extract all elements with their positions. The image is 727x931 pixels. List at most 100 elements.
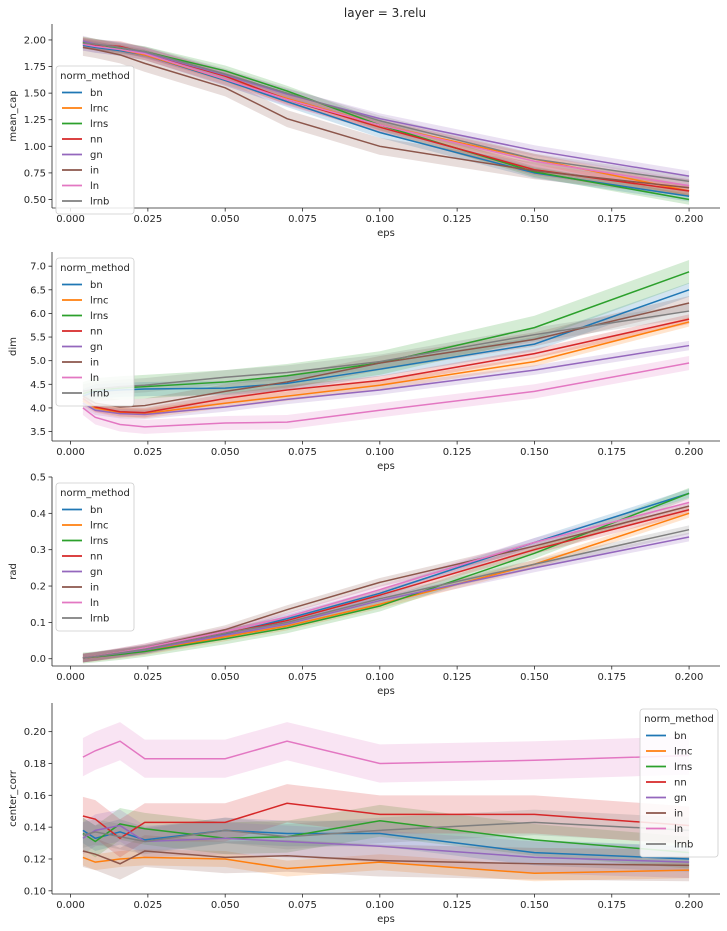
legend-label-ln: ln <box>90 373 99 384</box>
legend-title: norm_method <box>60 263 130 274</box>
legend-label-lrns: lrns <box>90 311 108 322</box>
y-tick-label: 0.2 <box>30 582 46 593</box>
x-tick-label: 0.175 <box>597 447 626 458</box>
y-tick-label: 0.50 <box>24 195 46 206</box>
panel-rad: 0.000 0.025 0.050 0.075 0.100 0.125 0.150 0.175… <box>8 473 720 697</box>
y-tick-label: 0.20 <box>24 727 46 738</box>
band-mean-cap-lrnb <box>82 37 690 187</box>
x-tick-label: 0.075 <box>288 900 317 911</box>
line-center-corr-nn <box>82 802 690 840</box>
x-tick-label: 0.150 <box>520 214 549 225</box>
panel-center-corr: 0.000 0.025 0.050 0.075 0.100 0.125 0.150 0.175… <box>8 703 720 925</box>
x-tick-label: 0.150 <box>520 672 549 683</box>
x-axis-label: eps <box>377 461 395 472</box>
y-axis-label: mean_cap <box>8 90 19 141</box>
x-tick-label: 0.075 <box>288 214 317 225</box>
x-tick-label: 0.125 <box>443 672 472 683</box>
legend-label-lrnb: lrnb <box>90 389 109 400</box>
legend-label-gn: gn <box>90 567 103 578</box>
x-tick-label: 0.025 <box>134 214 163 225</box>
legend-label-lrnb: lrnb <box>90 614 109 625</box>
band-dim-bn <box>82 282 690 404</box>
x-tick-label: 0.200 <box>675 900 704 911</box>
x-tick-label: 0.150 <box>520 900 549 911</box>
x-tick-label: 0.125 <box>443 447 472 458</box>
y-tick-label: 0.10 <box>24 886 46 897</box>
band-center-corr-lrnb <box>82 809 690 855</box>
line-mean-cap-bn <box>82 44 690 198</box>
y-tick-label: 0.0 <box>30 654 46 665</box>
line-dim-nn <box>82 318 690 414</box>
band-center-corr-in <box>82 835 690 882</box>
x-tick-label: 0.050 <box>211 214 240 225</box>
legend-label-bn: bn <box>90 280 103 291</box>
line-mean-cap-in <box>82 46 690 189</box>
x-tick-label: 0.050 <box>211 672 240 683</box>
x-tick-label: 0.075 <box>288 447 317 458</box>
x-tick-label: 0.125 <box>443 214 472 225</box>
y-tick-label: 0.18 <box>24 759 46 770</box>
line-center-corr-lrnb <box>82 821 690 843</box>
y-tick-label: 0.3 <box>30 545 46 556</box>
y-tick-label: 0.4 <box>30 509 46 520</box>
panel-dim: 0.000 0.025 0.050 0.075 0.100 0.125 0.150 0.175… <box>8 252 720 472</box>
x-tick-label: 0.025 <box>134 900 163 911</box>
x-tick-label: 0.000 <box>56 447 85 458</box>
x-tick-label: 0.200 <box>675 447 704 458</box>
x-tick-label: 0.075 <box>288 672 317 683</box>
legend-label-ln: ln <box>90 181 99 192</box>
legend-label-nn: nn <box>90 552 103 563</box>
y-tick-label: 0.12 <box>24 854 46 865</box>
y-tick-label: 0.16 <box>24 791 46 802</box>
band-rad-ln <box>82 498 690 663</box>
legend-box <box>55 482 135 632</box>
x-tick-label: 0.050 <box>211 900 240 911</box>
x-tick-label: 0.025 <box>134 447 163 458</box>
legend-title: norm_method <box>60 71 130 82</box>
line-center-corr-in <box>82 850 690 867</box>
legend-label-in: in <box>674 809 683 820</box>
band-mean-cap-lrnc <box>82 36 690 197</box>
legend-label-lrnc: lrnc <box>90 104 109 115</box>
legend-label-lrnb: lrnb <box>90 197 109 208</box>
y-tick-label: 0.75 <box>24 168 46 179</box>
band-dim-lrns <box>82 260 690 406</box>
line-center-corr-lrnc <box>82 856 690 875</box>
x-tick-label: 0.025 <box>134 672 163 683</box>
y-axis-label: dim <box>8 337 19 356</box>
y-tick-label: 0.14 <box>24 823 46 834</box>
legend-label-lrnc: lrnc <box>674 747 693 758</box>
band-center-corr-gn <box>82 809 690 879</box>
line-center-corr-ln <box>82 740 690 765</box>
legend-label-bn: bn <box>90 505 103 516</box>
legend-label-bn: bn <box>90 88 103 99</box>
line-rad-lrnb <box>82 528 690 659</box>
legend-title: norm_method <box>644 714 714 725</box>
legend-title: norm_method <box>60 488 130 499</box>
legend-label-ln: ln <box>674 824 683 835</box>
x-tick-label: 0.100 <box>365 447 394 458</box>
legend-label-nn: nn <box>90 135 103 146</box>
x-tick-label: 0.200 <box>675 672 704 683</box>
band-rad-bn <box>82 488 690 663</box>
band-mean-cap-lrns <box>82 36 690 205</box>
legend-box <box>55 257 135 407</box>
y-tick-label: 4.0 <box>30 403 46 414</box>
line-dim-gn <box>82 344 690 416</box>
figure-title: layer = 3.relu <box>344 6 426 20</box>
x-tick-label: 0.175 <box>597 900 626 911</box>
x-tick-label: 0.000 <box>56 214 85 225</box>
line-mean-cap-ln <box>82 43 690 187</box>
band-rad-lrnc <box>82 508 690 663</box>
y-tick-label: 1.50 <box>24 89 46 100</box>
legend-label-ln: ln <box>90 598 99 609</box>
band-center-corr-nn <box>82 784 690 858</box>
legend-label-nn: nn <box>90 327 103 338</box>
band-dim-in <box>82 295 690 415</box>
y-tick-label: 4.5 <box>30 380 46 391</box>
y-tick-label: 2.00 <box>24 35 46 46</box>
band-center-corr-ln <box>82 722 690 783</box>
